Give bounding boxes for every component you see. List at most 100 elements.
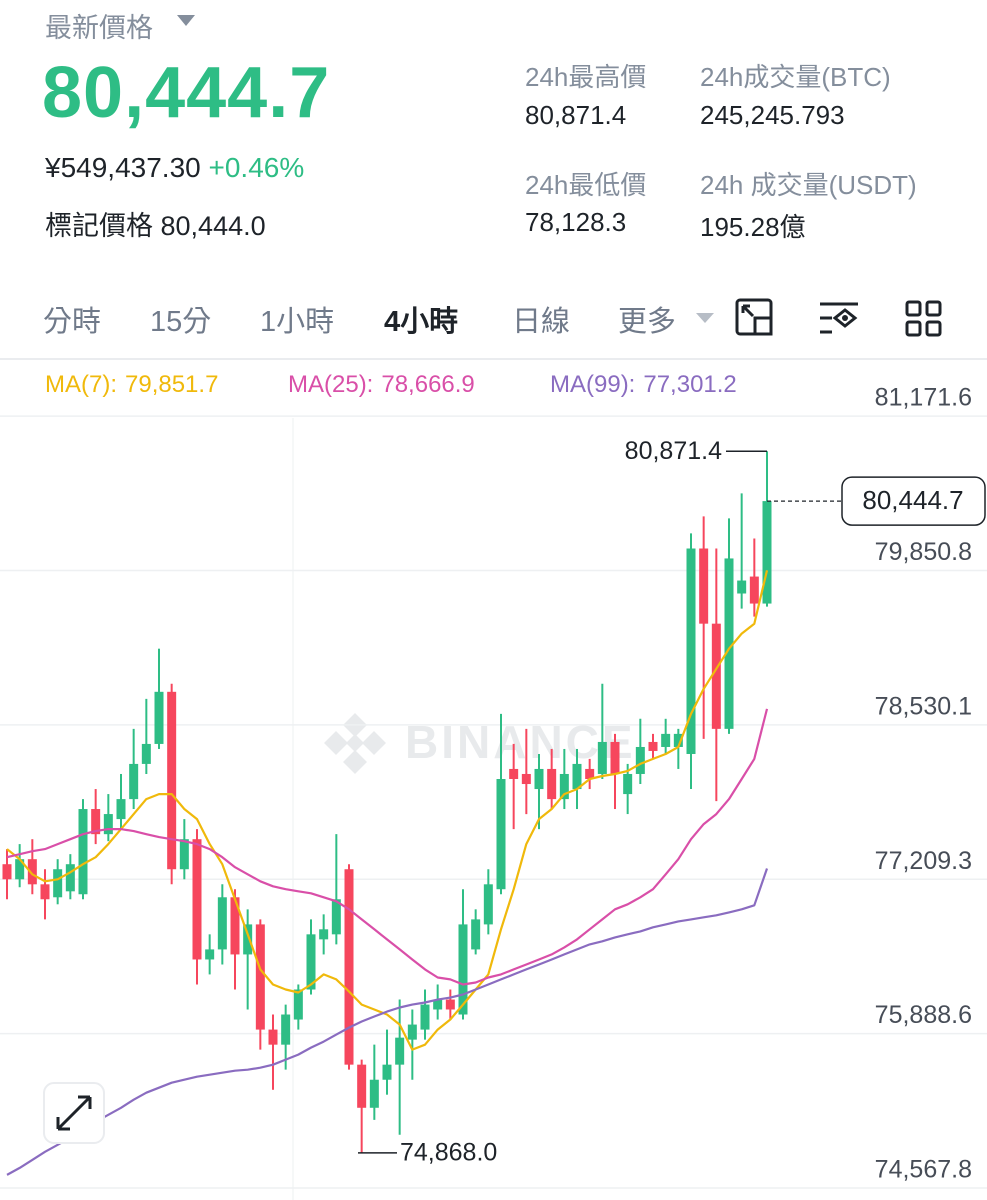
icon-layout[interactable]: [905, 300, 943, 338]
candle-body: [610, 741, 620, 774]
candle-body: [749, 576, 759, 604]
legend-name: MA(7):: [45, 371, 117, 398]
candle-body: [167, 691, 177, 870]
icon-fullscreen[interactable]: [735, 298, 775, 338]
price-change: +0.46%: [208, 152, 305, 183]
cny-price: ¥549,437.30: [45, 152, 201, 183]
ma-line: [6, 708, 769, 986]
current-price-label: 80,444.7: [862, 485, 963, 515]
tab[interactable]: 15分: [150, 306, 212, 338]
y-tick-label: 79,850.8: [875, 538, 972, 566]
tab-active[interactable]: 4小時: [384, 306, 459, 338]
candle-body: [458, 924, 468, 1015]
grid: 81,171.6 79,850.8 78,530.1 77,209.3 75,888.6…: [0, 384, 987, 1189]
tab[interactable]: 日線: [512, 306, 571, 338]
ma-line: [6, 868, 769, 1176]
high-marker-label: 80,871.4: [625, 437, 722, 465]
stat-value: 245,245.793: [700, 100, 845, 130]
candle-body: [559, 773, 569, 800]
candle-body: [268, 1029, 278, 1045]
legend-name: MA(99):: [550, 371, 635, 398]
tab[interactable]: 1小時: [260, 306, 335, 338]
candle-body: [306, 934, 316, 990]
candle-body: [217, 897, 227, 950]
candle-body: [116, 799, 126, 820]
candle-body: [205, 949, 215, 960]
candle-body: [344, 869, 354, 1065]
y-tick-label: 75,888.6: [875, 1001, 972, 1029]
stat-label: 24h 成交量(USDT): [700, 170, 917, 200]
candle-body: [762, 501, 772, 604]
legend-ma7: MA(7): 79,851.7: [45, 371, 218, 398]
stat-value: 78,128.3: [525, 207, 627, 237]
candle-body: [78, 809, 88, 895]
candle-body: [192, 839, 202, 960]
candle-body: [623, 773, 633, 795]
ma-line: [6, 570, 769, 1051]
candle-body: [395, 1037, 405, 1065]
candle-body: [65, 864, 75, 892]
candle-body: [281, 1014, 291, 1045]
candle-body: [179, 839, 189, 870]
candlestick-chart: BINANCE 81,171.679,850.878,530.177,209.3…: [0, 358, 987, 1200]
candle-body: [433, 999, 443, 1010]
mark-price-label: 標記價格: [45, 211, 153, 241]
candle-body: [471, 919, 481, 950]
candle-body: [711, 623, 721, 729]
candle-body: [369, 1079, 379, 1108]
candle-body: [230, 897, 240, 955]
last-price: 80,444.7: [42, 53, 331, 133]
legend-name: MA(25):: [288, 371, 373, 398]
tab-more[interactable]: 更多: [618, 306, 677, 338]
candle-body: [2, 864, 12, 880]
candle-body: [737, 580, 747, 594]
expand-button[interactable]: [43, 1082, 105, 1144]
expand-icon[interactable]: [56, 1095, 92, 1131]
low-marker-label: 74,868.0: [400, 1139, 497, 1167]
candle-body: [103, 814, 113, 835]
candle-body: [154, 691, 164, 744]
candle-body: [382, 1064, 392, 1080]
candle-body: [129, 763, 139, 800]
candle-body: [319, 929, 329, 940]
candle-body: [699, 548, 709, 624]
candle-body: [407, 1024, 417, 1040]
candle-body: [293, 989, 303, 1020]
y-tick-label: 81,171.6: [875, 384, 972, 412]
candle-body: [141, 743, 151, 764]
candle-body: [724, 558, 734, 729]
candle-body: [572, 763, 582, 790]
legend-value: 78,666.9: [381, 371, 474, 398]
y-tick-label: 74,567.8: [875, 1156, 972, 1184]
candle-body: [483, 884, 493, 925]
mark-price: 80,444.0: [160, 211, 266, 241]
candle-body: [420, 1004, 430, 1030]
legend-value: 77,301.2: [643, 371, 736, 398]
stat-label: 24h最高價: [525, 62, 647, 92]
candle-body: [243, 924, 253, 955]
candle-body: [534, 768, 544, 790]
candle-body: [521, 773, 531, 785]
candle-body: [597, 741, 607, 774]
candle-body: [53, 869, 63, 898]
candle-body: [357, 1064, 367, 1108]
dropdown-arrow[interactable]: [176, 14, 196, 28]
mark-price-row: 標記價格 80,444.0: [45, 204, 266, 243]
more-arrow[interactable]: [695, 312, 715, 324]
icon-indicators[interactable]: [818, 300, 862, 338]
legend-ma25: MA(25): 78,666.9: [288, 371, 475, 398]
candle-body: [673, 733, 683, 747]
last-price-label[interactable]: 最新價格: [45, 13, 153, 43]
candle-body: [27, 859, 37, 885]
legend-value: 79,851.7: [125, 371, 218, 398]
current-price-box: [841, 476, 986, 526]
candle-body: [255, 924, 265, 1030]
stat-value: 195.28億: [700, 212, 806, 242]
marks: 80,871.4 74,868.0 80,444.7: [2, 437, 986, 1176]
legend: MA(7): 79,851.7 MA(25): 78,666.9 MA(99): 77…: [45, 371, 737, 398]
candle-body: [661, 733, 671, 747]
candle-body: [496, 779, 506, 890]
tab[interactable]: 分時: [43, 306, 102, 338]
